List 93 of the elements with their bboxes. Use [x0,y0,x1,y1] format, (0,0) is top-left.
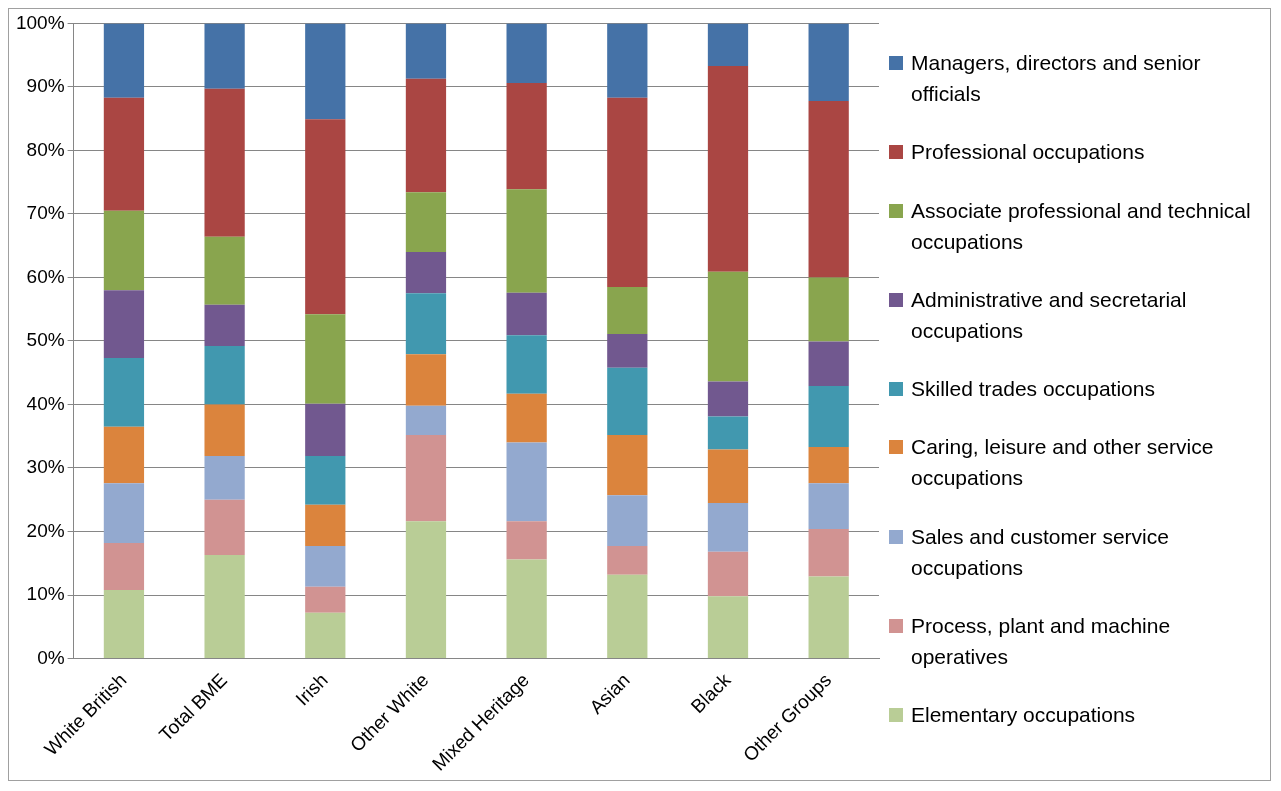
bar [607,574,648,659]
bar [808,528,849,577]
y-tick-label: 50% [26,329,65,351]
bar [405,293,447,355]
bar [506,559,547,659]
bar [405,78,447,193]
bar [103,589,145,659]
bar [103,542,145,590]
bar [305,586,346,613]
bar [405,434,447,522]
y-tick-label: 100% [15,11,65,33]
bar [103,290,145,359]
legend-label: Caring, leisure and other service occupations [911,434,1215,492]
bar [204,499,245,555]
bar [607,367,648,435]
bar [808,277,849,342]
bar [808,100,849,278]
bar [607,97,648,287]
bar [305,314,346,404]
bar [405,252,447,294]
bar [204,236,245,305]
bar [808,23,849,101]
bar [506,393,547,443]
bar [607,495,648,547]
bar [405,192,447,253]
bar [305,546,346,587]
y-tick-label: 90% [26,75,65,97]
bar [305,403,346,456]
bar [808,386,849,448]
bar [707,416,749,450]
bar [707,596,749,659]
bar [405,354,447,406]
bar [103,97,145,211]
legend-label: Process, plant and machine operatives [911,612,1172,670]
bar [305,455,346,505]
bar [707,551,749,597]
bar [707,449,749,503]
y-tick-label: 60% [26,265,65,287]
bar [506,521,547,560]
bar [607,333,648,368]
legend-label: Elementary occupations [911,702,1136,728]
bar [204,455,245,500]
y-tick-label: 40% [26,392,65,414]
bar [204,555,245,659]
legend-label: Skilled trades occupations [911,376,1155,402]
bar [808,576,849,659]
y-tick-label: 20% [26,519,65,541]
bar [707,271,749,382]
bar [808,483,849,529]
bar [808,447,849,484]
legend-label: Associate professional and technical occupations [911,197,1252,255]
bar [204,88,245,237]
bar [808,341,849,387]
y-tick-label: 70% [26,202,65,224]
legend-label: Managers, directors and senior officials [911,50,1202,107]
bar [305,119,346,315]
bar [204,304,245,347]
bar [506,83,547,190]
bar [204,346,245,405]
legend-label: Sales and customer service occupations [911,523,1170,581]
bar [305,23,346,120]
legend-label: Professional occupations [911,139,1145,166]
x-tick-label: Irish [291,669,332,710]
bar [707,23,749,66]
y-tick-label: 80% [26,138,65,160]
bar [103,23,145,98]
bar [103,210,145,291]
y-tick-label: 0% [37,646,65,668]
bar [103,483,145,543]
bar [506,23,547,84]
bar [204,404,245,456]
bar [305,504,346,547]
bar [607,23,648,98]
legend-label: Administrative and secretarial occupations [911,286,1188,344]
bar [405,405,447,435]
bar [305,612,346,659]
y-tick-label: 30% [26,456,65,478]
bar [506,442,547,522]
bar [607,434,648,496]
bar [707,502,749,552]
bar [506,189,547,293]
bar [204,23,245,89]
bar [707,381,749,417]
bar [405,521,447,659]
bar [707,65,749,272]
bar [607,286,648,334]
bar [103,426,145,484]
bar [506,292,547,336]
bar [506,335,547,394]
y-tick-label: 10% [26,583,65,605]
bar [405,23,447,79]
bar [607,546,648,575]
bar [103,358,145,427]
